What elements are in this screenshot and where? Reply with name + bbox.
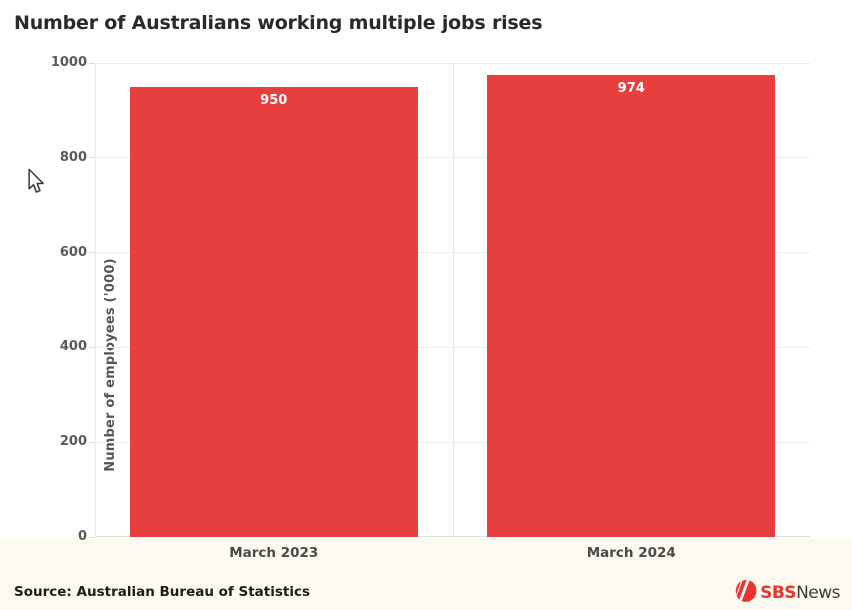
- y-tick-label: 200: [59, 434, 87, 450]
- y-tick-mark: [89, 536, 95, 538]
- y-axis-title: Number of employees ('000): [103, 258, 118, 472]
- y-tick-label: 800: [59, 149, 87, 165]
- bar-value-label: 974: [617, 81, 645, 97]
- sbs-news-logo: SBS News: [735, 580, 840, 606]
- y-tick-mark: [89, 252, 95, 254]
- bar-march-2024[interactable]: 974: [487, 75, 776, 537]
- mouse-cursor-arrow-icon: [27, 168, 45, 198]
- x-axis-category-label: March 2024: [586, 545, 676, 561]
- y-tick-mark: [89, 62, 95, 64]
- y-tick-label: 600: [59, 244, 87, 260]
- panel-left-edge: [95, 63, 96, 536]
- y-tick-label: 0: [77, 529, 87, 544]
- y-tick-mark: [89, 346, 95, 348]
- y-tick-mark: [89, 441, 95, 443]
- sbs-logo-text: SBS: [760, 583, 797, 603]
- y-tick-label: 400: [59, 339, 87, 355]
- y-tick-mark: [89, 157, 95, 159]
- y-tick-label: 1000: [50, 55, 87, 70]
- panel-divider: [452, 63, 454, 536]
- x-axis-category-label: March 2023: [229, 545, 319, 561]
- sbs-mercator-icon: [735, 579, 757, 607]
- bar-value-label: 950: [260, 92, 288, 108]
- chart-title: Number of Australians working multiple j…: [14, 12, 543, 34]
- footer-band: [0, 539, 852, 610]
- plot-area: Number of employees ('000) 0 200 400 600 800…: [51, 55, 810, 561]
- news-logo-text: News: [796, 583, 840, 603]
- bar-march-2023[interactable]: 950: [129, 86, 418, 537]
- source-attribution: Source: Australian Bureau of Statistics: [14, 584, 311, 600]
